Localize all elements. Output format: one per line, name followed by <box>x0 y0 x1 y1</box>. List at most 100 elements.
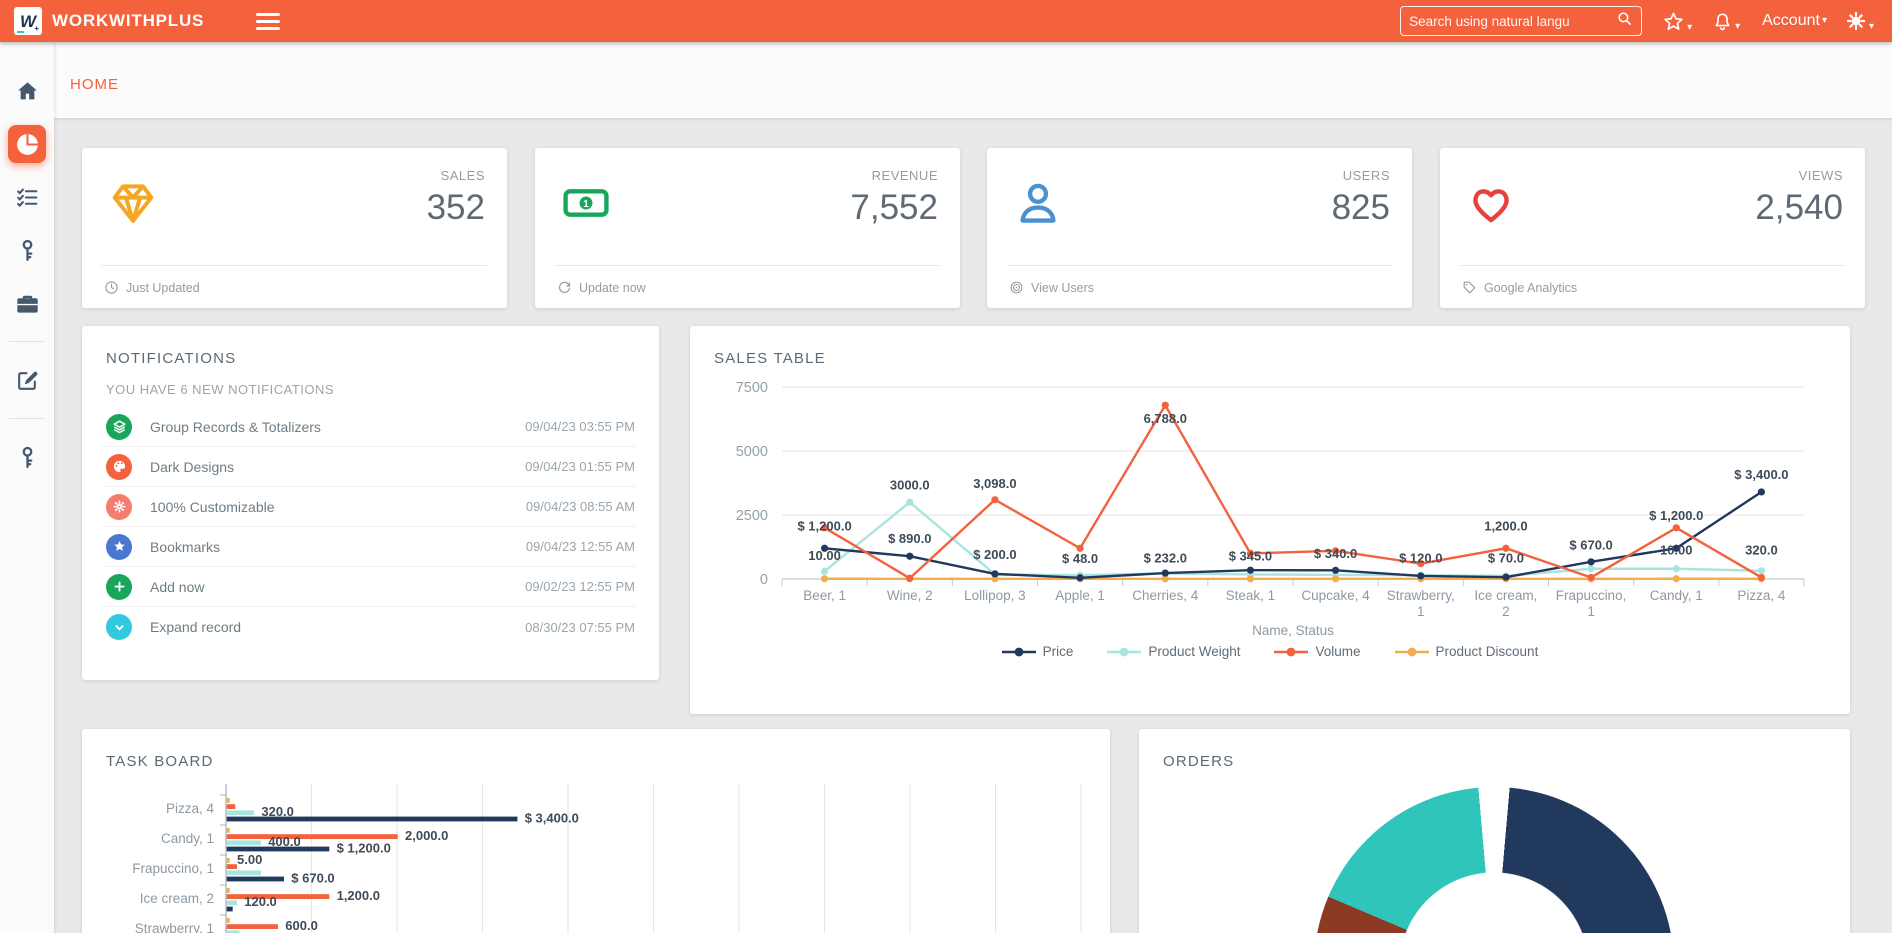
tag-icon <box>1463 281 1476 294</box>
account-label: Account <box>1762 12 1820 29</box>
svg-text:1,200.0: 1,200.0 <box>337 888 380 903</box>
notification-item[interactable]: Bookmarks 09/04/23 12:55 AM <box>106 527 635 567</box>
svg-text:Ice cream,: Ice cream, <box>1474 588 1537 603</box>
refresh-icon <box>558 281 571 293</box>
sidebar-item-edit[interactable] <box>8 361 46 399</box>
svg-text:7500: 7500 <box>736 380 768 396</box>
svg-text:$ 1,200.0: $ 1,200.0 <box>797 518 851 533</box>
svg-text:Frapuccino, 1: Frapuccino, 1 <box>132 861 214 876</box>
sidebar-item-key[interactable] <box>8 231 46 269</box>
task-board-panel: TASK BOARD Pizza, 4 Candy, 1 Frapuccino, 1… <box>82 729 1110 933</box>
svg-text:Strawberry,: Strawberry, <box>1387 588 1455 603</box>
app-logo[interactable]: W + <box>14 7 42 35</box>
legend-item[interactable]: Product Discount <box>1394 644 1539 659</box>
task-bar-chart: Pizza, 4 Candy, 1 Frapuccino, 1 Ice cream, … <box>106 784 1086 933</box>
notifications-subtitle: YOU HAVE 6 NEW NOTIFICATIONS <box>106 382 335 397</box>
stat-footer-link[interactable]: View Users <box>1009 280 1094 295</box>
legend-item[interactable]: Price <box>1001 644 1074 659</box>
chevron-down-icon <box>106 614 132 640</box>
svg-text:3,098.0: 3,098.0 <box>973 476 1016 491</box>
stat-card-users: USERS 825 View Users <box>987 148 1412 308</box>
stat-footer-link[interactable]: Update now <box>557 280 646 295</box>
user-icon <box>1013 178 1063 228</box>
settings-gear-icon[interactable]: ▾ <box>1845 10 1874 32</box>
sidebar-item-briefcase[interactable] <box>8 284 46 322</box>
heart-icon <box>1466 178 1516 228</box>
notification-item[interactable]: Expand record 08/30/23 07:55 PM <box>106 607 635 647</box>
account-menu[interactable]: Account ▾ <box>1762 12 1827 30</box>
svg-text:2500: 2500 <box>736 508 768 524</box>
svg-text:Ice cream, 2: Ice cream, 2 <box>140 891 214 906</box>
palette-icon <box>106 453 132 480</box>
notification-item[interactable]: Add now 09/02/23 12:55 PM <box>106 567 635 607</box>
svg-text:Apple, 1: Apple, 1 <box>1055 588 1105 603</box>
svg-text:Strawberry, 1: Strawberry, 1 <box>135 921 214 933</box>
svg-text:5.00: 5.00 <box>237 852 262 867</box>
caret-down-icon: ▾ <box>1735 20 1741 32</box>
top-navbar: W + WORKWITHPLUS ▾ ▾ Account ▾ ▾ <box>0 0 1892 42</box>
search-input[interactable] <box>1409 13 1617 29</box>
svg-text:600.0: 600.0 <box>285 918 318 933</box>
svg-text:2: 2 <box>1502 604 1510 619</box>
legend-label: Product Weight <box>1148 644 1241 659</box>
svg-text:Cherries, 4: Cherries, 4 <box>1132 588 1199 603</box>
caret-down-icon: ▾ <box>1868 21 1874 32</box>
svg-text:Candy, 1: Candy, 1 <box>1650 588 1703 603</box>
svg-text:Pizza, 4: Pizza, 4 <box>166 801 215 816</box>
stat-value: 2,540 <box>1755 188 1843 227</box>
svg-text:$ 345.0: $ 345.0 <box>1229 549 1272 564</box>
star-icon <box>106 533 132 560</box>
search-icon[interactable] <box>1616 10 1633 32</box>
breadcrumb-bar: HOME <box>0 42 1892 118</box>
svg-text:Steak, 1: Steak, 1 <box>1226 588 1276 603</box>
svg-text:6,788.0: 6,788.0 <box>1144 411 1187 426</box>
notifications-bell-icon[interactable]: ▾ <box>1712 11 1740 32</box>
svg-text:10.00: 10.00 <box>1660 543 1693 558</box>
sidebar-item-checklist[interactable] <box>8 178 46 216</box>
sidebar-item-home[interactable] <box>8 72 46 110</box>
stat-value: 825 <box>1331 188 1390 227</box>
svg-text:$ 48.0: $ 48.0 <box>1062 551 1098 566</box>
search-box[interactable] <box>1400 6 1643 36</box>
svg-text:1: 1 <box>1417 604 1425 619</box>
legend-item[interactable]: Volume <box>1274 644 1361 659</box>
stat-footer: Just Updated <box>104 280 200 295</box>
svg-text:400.0: 400.0 <box>268 834 301 849</box>
legend-label: Price <box>1042 644 1074 659</box>
brand-name: WORKWITHPLUS <box>52 11 205 30</box>
svg-text:320.0: 320.0 <box>1745 543 1778 558</box>
caret-down-icon: ▾ <box>1687 21 1693 33</box>
sales-line-chart: 7500 5000 2500 0 Beer, 1 Wine, 2 Lollipop, 3 Ap… <box>714 367 1826 644</box>
stat-footer: Google Analytics <box>1462 280 1577 295</box>
legend-label: Volume <box>1315 644 1361 659</box>
legend-item[interactable]: Product Weight <box>1107 644 1240 659</box>
svg-text:$ 890.0: $ 890.0 <box>888 531 931 546</box>
stat-card-revenue: 1 REVENUE 7,552 Update now <box>535 148 960 308</box>
menu-hamburger-icon[interactable] <box>256 12 281 30</box>
svg-text:$ 3,400.0: $ 3,400.0 <box>1734 467 1788 482</box>
orders-panel: ORDERS <box>1139 729 1850 933</box>
pie-chart-icon <box>16 133 38 155</box>
briefcase-icon <box>16 295 38 313</box>
gear-icon <box>106 493 132 520</box>
svg-text:$ 120.0: $ 120.0 <box>1399 551 1442 566</box>
notification-item[interactable]: 100% Customizable 09/04/23 08:55 AM <box>106 487 635 527</box>
logo-letter: W <box>19 11 37 31</box>
favorites-star-icon[interactable]: ▾ <box>1662 10 1692 33</box>
plus-icon <box>106 573 132 600</box>
breadcrumb[interactable]: HOME <box>70 76 119 93</box>
stat-card-views: VIEWS 2,540 Google Analytics <box>1440 148 1865 308</box>
sidebar-item-key-bottom[interactable] <box>8 438 46 476</box>
stat-label: REVENUE <box>871 168 938 183</box>
stat-value: 7,552 <box>850 188 938 227</box>
sidebar-item-dashboard[interactable] <box>8 125 46 163</box>
notification-item[interactable]: Dark Designs 09/04/23 01:55 PM <box>106 447 635 487</box>
notification-item[interactable]: Group Records & Totalizers 09/04/23 03:5… <box>106 407 635 447</box>
svg-text:Frapuccino,: Frapuccino, <box>1556 588 1627 603</box>
svg-text:5000: 5000 <box>736 444 768 460</box>
legend-label: Product Discount <box>1435 644 1539 659</box>
svg-text:120.0: 120.0 <box>244 894 277 909</box>
svg-text:1: 1 <box>583 199 589 210</box>
svg-text:$ 232.0: $ 232.0 <box>1144 551 1187 566</box>
home-icon <box>17 81 37 99</box>
